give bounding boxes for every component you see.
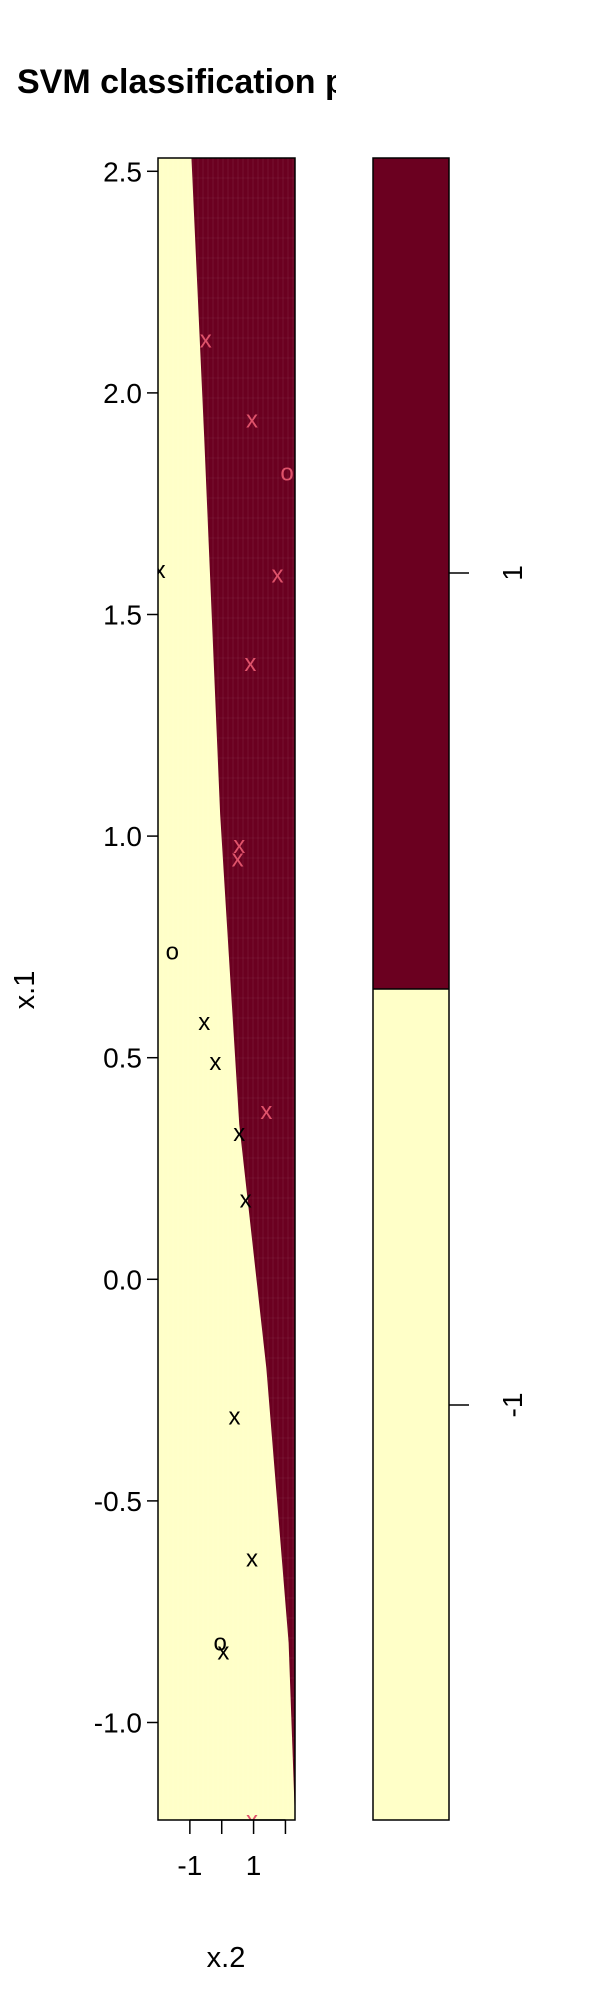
y-tick-label: 1.0: [103, 821, 142, 852]
data-point-class-pos-x: x: [260, 1098, 272, 1125]
decision-regions: [158, 158, 295, 1820]
x-axis: -1 1: [177, 1819, 287, 1881]
data-point-class-pos-sv: o: [280, 460, 293, 487]
data-point-class-neg-x: x: [198, 1009, 210, 1036]
y-tick-label: -0.5: [94, 1486, 142, 1517]
data-point-class-pos-x: x: [233, 832, 245, 859]
x-tick-label: -1: [177, 1850, 202, 1881]
y-tick-label: 0.5: [103, 1043, 142, 1074]
data-point-class-pos-x: x: [246, 406, 258, 433]
region-class-pos-1: [191, 158, 295, 1820]
x-tick-label: 1: [246, 1850, 262, 1881]
color-key-label: 1: [497, 565, 528, 581]
data-point-class-neg-x: x: [228, 1404, 240, 1431]
data-point-class-pos-x: x: [244, 650, 256, 677]
y-tick-label: 2.5: [103, 156, 142, 187]
data-point-class-neg-sv: o: [166, 938, 179, 965]
data-point-class-neg-x: x: [209, 1049, 221, 1076]
data-point-class-pos-x: x: [200, 327, 212, 354]
color-key-swatch-pos-1: [373, 158, 449, 989]
color-key-swatch-neg-1: [373, 989, 449, 1820]
y-tick-label: 0.0: [103, 1264, 142, 1295]
data-point-class-neg-x: x: [246, 1546, 258, 1573]
y-tick-label: -1.0: [94, 1707, 142, 1738]
data-point-class-pos-x: x: [246, 1807, 258, 1834]
data-point-class-neg-x: x: [154, 557, 166, 584]
data-point-class-pos-x: x: [232, 845, 244, 872]
y-axis-label: x.1: [9, 971, 41, 1010]
data-point-class-neg-sv: o: [213, 1630, 226, 1657]
data-point-class-pos-x: x: [271, 562, 283, 589]
data-point-class-neg-x: x: [233, 1120, 245, 1147]
y-tick-label: 2.0: [103, 378, 142, 409]
data-point-class-neg-x: x: [217, 1639, 229, 1666]
x-axis-label: x.2: [207, 1942, 246, 1974]
color-key-legend: 1 -1: [372, 157, 528, 1821]
region-grid-lines: [158, 158, 295, 1820]
color-key-label: -1: [497, 1393, 528, 1418]
y-axis: -1.0 -0.5 0.0 0.5 1.0 1.5 2.0 2.5: [94, 156, 158, 1738]
data-point-class-neg-x: x: [240, 1187, 252, 1214]
chart-title: SVM classification plot: [17, 63, 387, 101]
y-tick-label: 1.5: [103, 599, 142, 630]
